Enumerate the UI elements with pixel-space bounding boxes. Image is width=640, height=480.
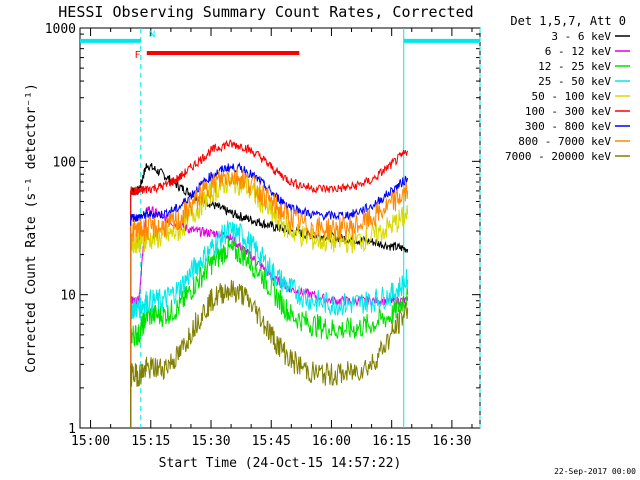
legend: Det 1,5,7, Att 0 3 - 6 keV 6 - 12 keV 12 -…	[505, 14, 630, 163]
series-line-9	[130, 279, 409, 428]
flare-flag-label: F	[135, 50, 141, 61]
series-layer	[130, 139, 409, 428]
x-tick-label: 15:45	[252, 434, 291, 449]
y-tick-label: 1	[68, 422, 76, 437]
series-line-4	[130, 220, 409, 428]
x-axis-label: Start Time (24-Oct-15 14:57:22)	[159, 456, 402, 471]
x-tick-label: 16:30	[432, 434, 471, 449]
legend-label: 6 - 12 keV	[545, 45, 612, 58]
night-flag-label: N	[149, 30, 156, 40]
legend-label: 800 - 7000 keV	[518, 135, 611, 148]
footer-date: 22-Sep-2017 00:00	[554, 467, 636, 476]
series-line-8	[130, 167, 409, 428]
y-axis: 1 10 100 1000	[45, 22, 480, 437]
legend-label: 3 - 6 keV	[551, 30, 611, 43]
chart-title: HESSI Observing Summary Count Rates, Cor…	[58, 3, 473, 21]
y-axis-label: Corrected Count Rate (s⁻¹ detector⁻¹)	[24, 83, 39, 373]
x-tick-label: 15:15	[131, 434, 170, 449]
legend-label: 12 - 25 keV	[538, 60, 611, 73]
x-tick-label: 16:15	[372, 434, 411, 449]
x-tick-label: 15:30	[191, 434, 230, 449]
y-tick-label: 10	[60, 289, 76, 304]
legend-label: 25 - 50 keV	[538, 75, 611, 88]
y-tick-label: 1000	[45, 22, 76, 37]
legend-label: 300 - 800 keV	[525, 120, 611, 133]
x-tick-label: 15:00	[71, 434, 110, 449]
legend-label: 100 - 300 keV	[525, 105, 611, 118]
series-line-5	[130, 170, 409, 428]
x-axis: 15:00 15:15 15:30 15:45 16:00 16:15 16:30	[71, 28, 473, 449]
y-tick-label: 100	[53, 155, 76, 170]
series-line-7	[130, 161, 409, 428]
series-line-6	[130, 139, 409, 428]
legend-label: 7000 - 20000 keV	[505, 150, 611, 163]
series-line-3	[130, 237, 409, 428]
x-tick-label: 16:00	[312, 434, 351, 449]
legend-label: 50 - 100 keV	[532, 90, 612, 103]
legend-title: Det 1,5,7, Att 0	[510, 14, 626, 28]
annotation-layer: NF	[80, 28, 481, 428]
